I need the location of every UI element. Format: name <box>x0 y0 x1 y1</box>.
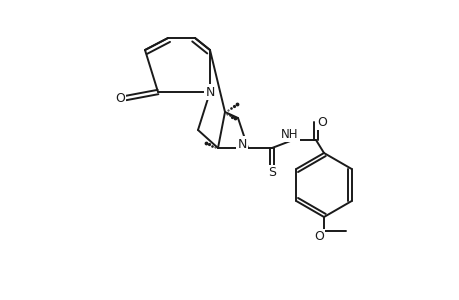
Text: NH: NH <box>280 128 298 140</box>
Text: O: O <box>316 116 326 128</box>
Text: N: N <box>237 137 246 151</box>
Text: S: S <box>268 167 275 179</box>
Text: O: O <box>115 92 125 104</box>
Text: O: O <box>313 230 323 244</box>
Text: N: N <box>205 85 214 98</box>
